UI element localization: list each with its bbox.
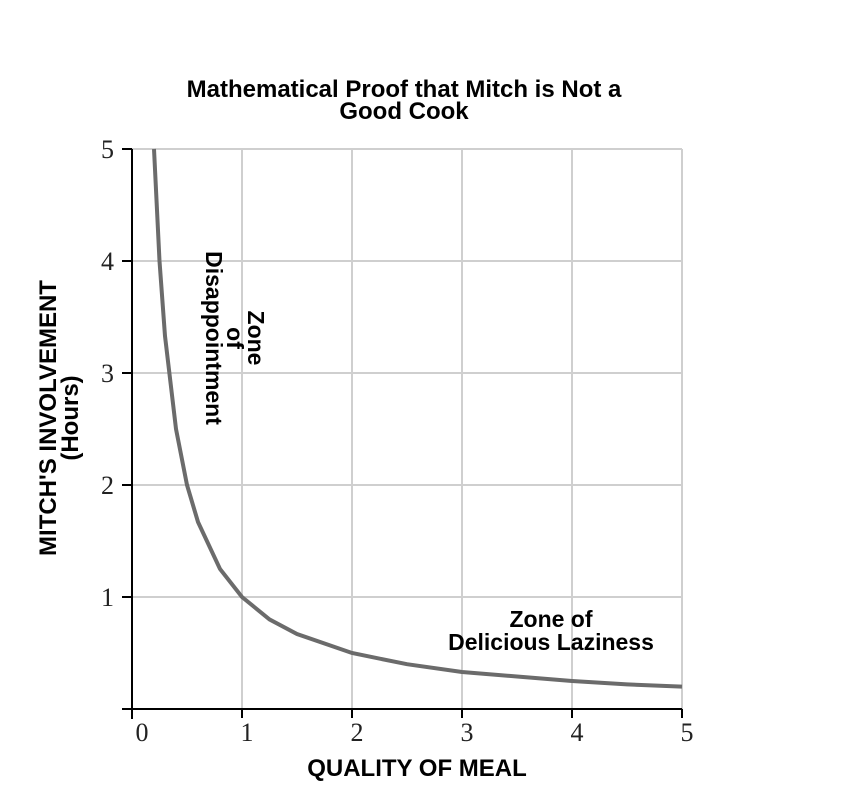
chart-title-line-2: Good Cook (339, 98, 469, 125)
y-tick-label: 2 (101, 471, 114, 500)
y-tick-label: 1 (101, 583, 114, 612)
annotation-2-line-2: Delicious Laziness (448, 629, 654, 655)
x-axis-title: QUALITY OF MEAL (307, 755, 527, 782)
y-tick-label: 5 (101, 135, 114, 164)
chart-title-line-1: Mathematical Proof that Mitch is Not a (187, 76, 622, 103)
y-tick-label: 4 (101, 247, 114, 276)
series (152, 148, 683, 689)
x-tick-label: 0 (136, 718, 149, 747)
x-tick-label: 5 (681, 718, 694, 747)
y-axis-title-line-1: MITCH'S INVOLVEMENT (35, 280, 62, 556)
x-tick-label: 2 (351, 718, 364, 747)
annotation-1-line-3: Disappointment (201, 251, 227, 425)
y-axis-title-line-2: (Hours) (57, 375, 84, 460)
y-axis-title: MITCH'S INVOLVEMENT (Hours) (35, 280, 84, 556)
y-tick-label: 3 (101, 359, 114, 388)
x-tick-label: 4 (571, 718, 584, 747)
tick-labels: 0 1 2 3 4 5 1 2 3 4 5 (101, 135, 694, 747)
grid (132, 148, 683, 709)
axes (122, 149, 682, 719)
x-tick-label: 3 (461, 718, 474, 747)
annotation-1-line-1: Zone (243, 311, 269, 366)
series-line (152, 148, 683, 689)
annotation-zone-of-disappointment: Zone of Disappointment (201, 251, 269, 425)
x-tick-label: 1 (241, 718, 254, 747)
annotation-2-line-1: Zone of (509, 606, 592, 632)
annotation-1-line-2: of (222, 327, 248, 349)
